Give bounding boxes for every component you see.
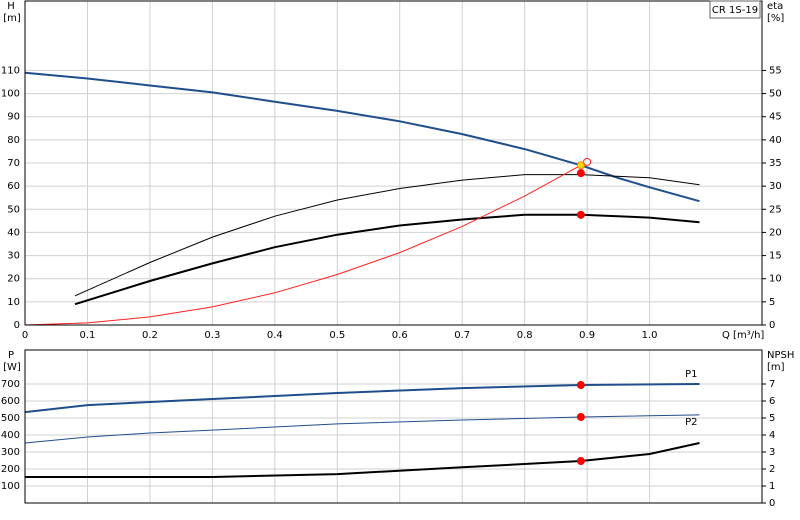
y-tick-label: 30 (7, 251, 20, 262)
y-tick-label: 500 (1, 413, 20, 424)
y-tick-label: 50 (7, 204, 20, 215)
y2-tick-label: 20 (769, 227, 782, 238)
y2-axis-label: NPSH (767, 350, 794, 361)
y-tick-label: 100 (1, 481, 20, 492)
x-tick-label: 0.9 (579, 330, 595, 341)
series-line (24, 161, 588, 326)
y-axis-label: H (7, 1, 15, 12)
x-tick-label: 0.2 (142, 330, 158, 341)
y-tick-label: 80 (7, 135, 20, 146)
y2-tick-label: 5 (769, 413, 775, 424)
y-tick-label: 60 (7, 181, 20, 192)
y2-tick-label: 6 (769, 396, 775, 407)
y-tick-label: 0 (14, 320, 20, 331)
y-axis-unit: [m] (3, 13, 21, 24)
y-tick-label: 10 (7, 297, 20, 308)
y2-tick-label: 50 (769, 89, 782, 100)
y2-tick-label: 5 (769, 297, 775, 308)
y2-tick-label: 45 (769, 112, 782, 123)
y-tick-label: 110 (1, 65, 20, 76)
y2-tick-label: 3 (769, 447, 775, 458)
y2-axis-unit: [%] (767, 13, 784, 24)
x-tick-label: 0 (22, 330, 28, 341)
duty-point (576, 169, 585, 178)
series-line (24, 71, 700, 203)
series-line (24, 414, 700, 444)
y-tick-label: 400 (1, 430, 20, 441)
plot-background (25, 350, 762, 503)
y2-tick-label: 15 (769, 251, 782, 262)
x-tick-label: 0.7 (454, 330, 470, 341)
duty-point (576, 412, 585, 421)
series-line (74, 213, 700, 306)
y2-tick-label: 35 (769, 158, 782, 169)
y2-tick-label: 55 (769, 65, 782, 76)
series-line (24, 383, 700, 414)
plot-border (24, 349, 763, 504)
y-tick-label: 200 (1, 464, 20, 475)
x-tick-label: 0.6 (392, 330, 408, 341)
series-label: P2 (685, 417, 697, 428)
legend-text: CR 1S-19 (712, 5, 758, 16)
y2-tick-label: 0 (769, 320, 775, 331)
y2-axis-unit: [m] (767, 362, 785, 373)
y-axis-label: P (8, 350, 14, 361)
y-axis-unit: [W] (3, 362, 21, 373)
duty-point (576, 381, 585, 390)
y2-tick-label: 7 (769, 379, 775, 390)
x-tick-label: 0.5 (329, 330, 345, 341)
duty-point (576, 210, 585, 219)
y2-axis-label: eta (767, 1, 783, 12)
y-tick-label: 700 (1, 379, 20, 390)
y-tick-label: 70 (7, 158, 20, 169)
y-tick-label: 600 (1, 396, 20, 407)
x-tick-label: 0.3 (204, 330, 220, 341)
y2-tick-label: 2 (769, 464, 775, 475)
x-axis-label: Q [m³/h] (722, 330, 764, 341)
series-line (25, 442, 700, 478)
y2-tick-label: 25 (769, 204, 782, 215)
x-tick-label: 1.0 (642, 330, 658, 341)
plot-border (24, 0, 763, 326)
y-tick-label: 100 (1, 89, 20, 100)
duty-point (583, 157, 592, 166)
x-tick-label: 0.8 (517, 330, 533, 341)
duty-point (576, 161, 585, 170)
y-tick-label: 90 (7, 112, 20, 123)
duty-point (576, 457, 585, 466)
y2-tick-label: 10 (769, 274, 782, 285)
y-tick-label: 300 (1, 447, 20, 458)
y-tick-label: 20 (7, 274, 20, 285)
series-label: P1 (685, 369, 697, 380)
y2-tick-label: 0 (769, 498, 775, 509)
legend-box (709, 0, 761, 19)
x-tick-label: 0.4 (267, 330, 283, 341)
y2-tick-label: 1 (769, 481, 775, 492)
y-tick-label: 40 (7, 227, 20, 238)
y2-tick-label: 30 (769, 181, 782, 192)
x-tick-label: 0.1 (80, 330, 96, 341)
series-line (74, 174, 700, 297)
y2-tick-label: 4 (769, 430, 775, 441)
y2-tick-label: 40 (769, 135, 782, 146)
